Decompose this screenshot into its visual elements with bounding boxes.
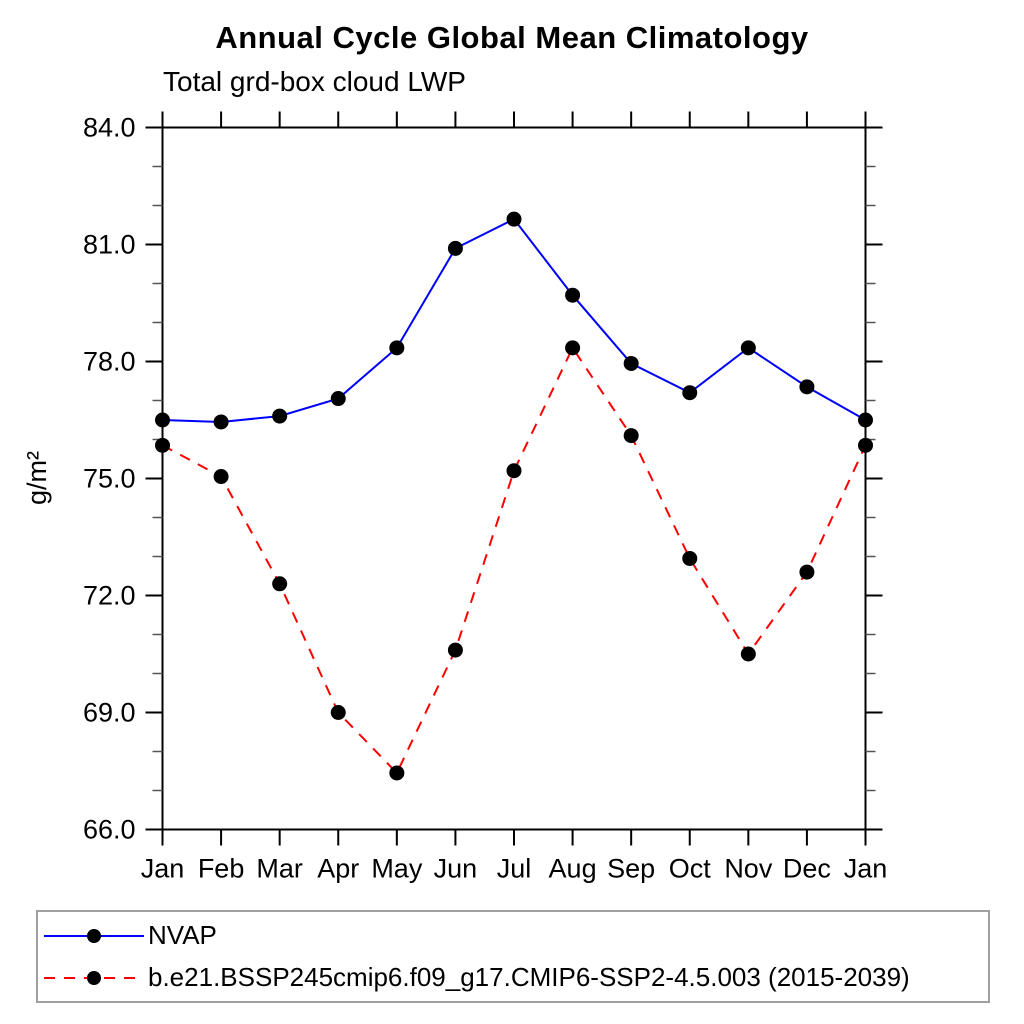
series-marker-0 xyxy=(506,211,522,227)
y-axis-title: g/m² xyxy=(22,451,52,505)
x-tick-label: Mar xyxy=(256,854,303,884)
series-marker-0 xyxy=(272,408,288,424)
series-marker-0 xyxy=(213,414,229,430)
series-marker-0 xyxy=(682,385,698,401)
y-tick-label: 66.0 xyxy=(83,815,136,845)
x-tick-label: Jan xyxy=(844,854,888,884)
legend-row-model: b.e21.BSSP245cmip6.f09_g17.CMIP6-SSP2-4.… xyxy=(38,957,988,999)
series-marker-1 xyxy=(682,550,698,566)
series-marker-1 xyxy=(565,340,581,356)
x-tick-label: Sep xyxy=(607,854,655,884)
x-tick-label: May xyxy=(371,854,423,884)
y-tick-label: 69.0 xyxy=(83,698,136,728)
series-marker-1 xyxy=(506,463,522,479)
chart-title: Annual Cycle Global Mean Climatology xyxy=(215,20,809,55)
series-marker-1 xyxy=(213,469,229,485)
x-tick-label: Feb xyxy=(198,854,245,884)
series-marker-0 xyxy=(330,391,346,407)
chart-subtitle: Total grd-box cloud LWP xyxy=(163,66,466,97)
series-line-0 xyxy=(162,217,866,423)
y-tick-label: 81.0 xyxy=(83,230,136,260)
x-tick-label: Jul xyxy=(497,854,532,884)
legend-row-nvap: NVAP xyxy=(38,915,988,957)
series-marker-1 xyxy=(155,437,170,453)
series-marker-1 xyxy=(740,646,756,662)
series-marker-1 xyxy=(799,564,815,580)
x-tick-label: Apr xyxy=(317,854,359,884)
x-tick-label: Aug xyxy=(549,854,597,884)
series-marker-1 xyxy=(858,437,873,453)
series-marker-1 xyxy=(389,765,405,781)
legend: NVAP b.e21.BSSP245cmip6.f09_g17.CMIP6-SS… xyxy=(36,910,990,1003)
legend-label-model: b.e21.BSSP245cmip6.f09_g17.CMIP6-SSP2-4.… xyxy=(148,962,910,992)
plot-frame xyxy=(161,126,867,831)
y-tick-label: 78.0 xyxy=(83,347,136,377)
legend-label-nvap: NVAP xyxy=(148,920,217,950)
series-marker-0 xyxy=(155,412,170,428)
series-marker-1 xyxy=(272,576,288,592)
series-marker-0 xyxy=(389,340,405,356)
series-marker-0 xyxy=(740,340,756,356)
y-tick-label: 72.0 xyxy=(83,581,136,611)
x-tick-label: Nov xyxy=(724,854,773,884)
legend-sample-line-1 xyxy=(44,970,144,985)
series-marker-0 xyxy=(858,412,873,428)
series-line-1 xyxy=(162,345,867,775)
legend-marker-icon xyxy=(87,928,101,943)
x-tick-label: Oct xyxy=(669,854,712,884)
series-marker-0 xyxy=(565,287,581,303)
series-marker-1 xyxy=(623,428,639,444)
series-marker-1 xyxy=(447,642,463,658)
x-tick-label: Jan xyxy=(141,854,185,884)
legend-marker-icon xyxy=(87,970,101,985)
x-tick-label: Dec xyxy=(783,854,831,884)
series-marker-1 xyxy=(330,705,346,720)
series-marker-0 xyxy=(799,379,815,395)
y-tick-label: 75.0 xyxy=(83,464,136,494)
series-marker-0 xyxy=(447,240,463,256)
legend-sample-line-0 xyxy=(44,928,144,943)
series-marker-0 xyxy=(623,355,639,371)
x-tick-label: Jun xyxy=(434,854,478,884)
y-tick-label: 84.0 xyxy=(83,113,136,143)
